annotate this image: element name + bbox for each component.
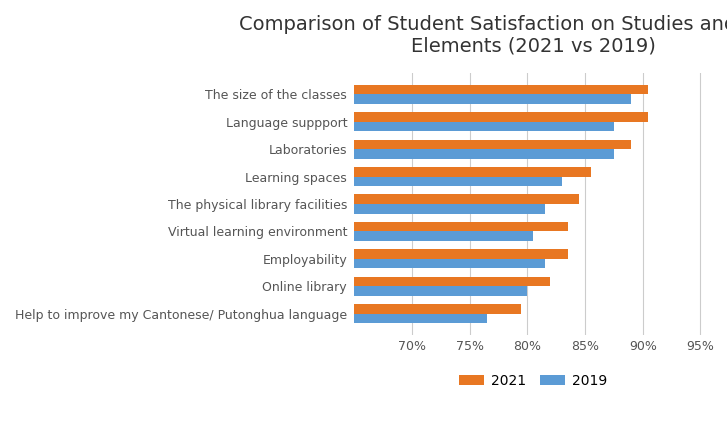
Bar	[0, 140, 631, 149]
Bar	[0, 194, 579, 204]
Bar	[0, 94, 631, 104]
Bar	[0, 249, 568, 259]
Bar	[0, 112, 648, 122]
Bar	[0, 286, 527, 296]
Title: Comparison of Student Satisfaction on Studies and Facilities
Elements (2021 vs 2: Comparison of Student Satisfaction on St…	[239, 15, 727, 56]
Bar	[0, 177, 562, 186]
Bar	[0, 231, 533, 241]
Bar	[0, 314, 487, 323]
Bar	[0, 259, 545, 268]
Bar	[0, 149, 614, 159]
Legend: 2021, 2019: 2021, 2019	[454, 369, 613, 393]
Bar	[0, 204, 545, 214]
Bar	[0, 167, 591, 177]
Bar	[0, 85, 648, 94]
Bar	[0, 222, 568, 231]
Bar	[0, 304, 521, 314]
Bar	[0, 122, 614, 132]
Bar	[0, 277, 550, 286]
